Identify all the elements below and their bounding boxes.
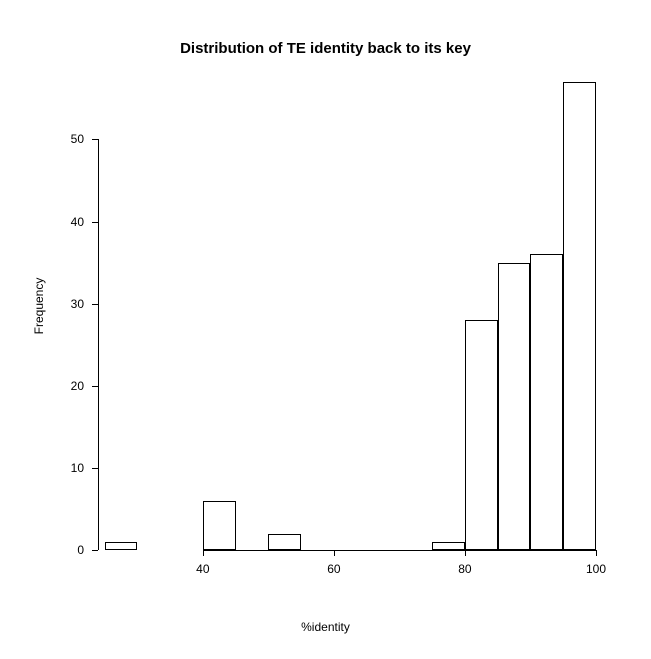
histogram-bar	[203, 501, 236, 550]
x-tick-label: 100	[586, 562, 606, 576]
x-axis	[203, 550, 596, 551]
histogram-bar	[465, 320, 498, 550]
y-tick	[92, 222, 98, 223]
x-tick	[465, 550, 466, 556]
x-tick-label: 80	[458, 562, 471, 576]
y-tick-label: 10	[54, 461, 84, 475]
x-tick	[203, 550, 204, 556]
x-axis-label: %identity	[0, 620, 651, 634]
x-tick-label: 40	[196, 562, 209, 576]
histogram-bar	[563, 82, 596, 550]
x-tick-label: 60	[327, 562, 340, 576]
x-tick	[334, 550, 335, 556]
y-tick	[92, 386, 98, 387]
y-tick	[92, 550, 98, 551]
chart-title: Distribution of TE identity back to its …	[0, 40, 651, 57]
y-tick-label: 40	[54, 215, 84, 229]
y-tick-label: 0	[54, 543, 84, 557]
y-tick-label: 20	[54, 379, 84, 393]
histogram-bar	[268, 534, 301, 550]
histogram-bar	[498, 263, 531, 550]
y-axis-label: Frequency	[32, 256, 46, 356]
histogram-chart: Distribution of TE identity back to its …	[0, 0, 651, 659]
plot-area: 40608010001020304050	[98, 82, 596, 550]
y-tick	[92, 468, 98, 469]
y-axis	[98, 139, 99, 550]
x-tick	[596, 550, 597, 556]
y-tick	[92, 139, 98, 140]
histogram-bar	[432, 542, 465, 550]
y-tick-label: 50	[54, 132, 84, 146]
histogram-bar	[105, 542, 138, 550]
y-tick-label: 30	[54, 297, 84, 311]
histogram-bar	[530, 254, 563, 550]
y-tick	[92, 304, 98, 305]
